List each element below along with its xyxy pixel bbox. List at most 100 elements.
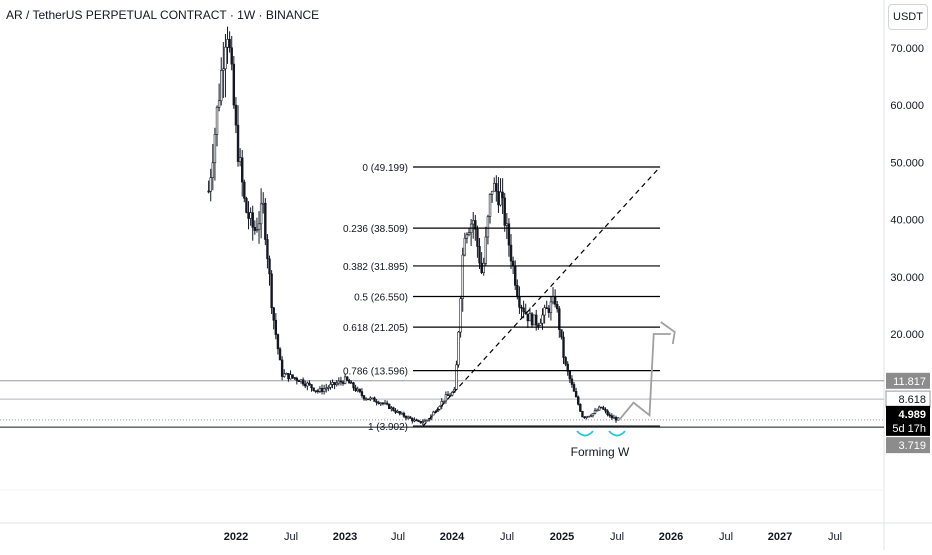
- time-axis-label: 2026: [659, 531, 683, 543]
- fib-level-label: 0.786 (13.596): [343, 367, 408, 378]
- candle-body: [595, 409, 599, 412]
- candle-body: [514, 265, 517, 286]
- candle-body: [566, 363, 569, 372]
- candle-body: [602, 407, 605, 410]
- candle-body: [560, 329, 563, 338]
- candle-body: [484, 236, 488, 264]
- candle-body: [600, 406, 603, 409]
- candle-body: [390, 407, 393, 410]
- candle-body: [213, 134, 217, 164]
- candle-body: [381, 402, 385, 405]
- fib-trend-line[interactable]: [422, 166, 661, 427]
- candle-body: [438, 406, 441, 410]
- candle-body: [497, 191, 500, 206]
- candle-body: [373, 397, 376, 402]
- candle-body: [593, 410, 597, 414]
- candle-body: [490, 190, 494, 195]
- candle-body: [482, 263, 485, 274]
- currency-selector[interactable]: USDT: [888, 4, 928, 30]
- candle-body: [493, 183, 496, 192]
- candle-body: [465, 234, 469, 239]
- candle-body: [234, 104, 238, 126]
- candle-body: [228, 39, 231, 49]
- price-badge-label: 11.817: [893, 376, 926, 388]
- candle-body: [241, 157, 244, 183]
- candle-body: [537, 324, 540, 327]
- candle-body: [509, 244, 513, 262]
- time-axis-label: Jul: [610, 531, 624, 543]
- candle-body: [341, 381, 345, 384]
- candle-body: [283, 373, 286, 377]
- time-axis-label: Jul: [284, 531, 298, 543]
- candle-body: [503, 197, 506, 226]
- candle-body: [501, 191, 504, 199]
- fib-level-label: 0.236 (38.509): [343, 224, 408, 235]
- candle-body: [287, 373, 290, 380]
- time-axis-label: Jul: [500, 531, 514, 543]
- candle-body: [276, 334, 280, 350]
- candle-body: [308, 382, 311, 385]
- candle-body: [215, 106, 219, 135]
- candle-body: [278, 348, 282, 361]
- candle-body: [339, 380, 343, 383]
- price-badge: [886, 372, 930, 389]
- price-badge: [886, 405, 930, 422]
- time-axis-label: 2022: [224, 531, 248, 543]
- candle-body: [291, 374, 294, 378]
- candle-body: [530, 313, 534, 326]
- candle-body: [549, 301, 553, 313]
- projection-path[interactable]: [618, 333, 671, 421]
- candle-body: [398, 411, 401, 414]
- time-axis-label: 2024: [440, 531, 465, 543]
- candle-body: [329, 384, 332, 388]
- price-axis-tick: 60.000: [890, 100, 924, 112]
- candle-body: [379, 402, 383, 405]
- candle-body: [371, 397, 374, 400]
- candle-body: [419, 420, 422, 424]
- candle-body: [585, 415, 588, 418]
- candle-body: [238, 157, 242, 162]
- candle-body: [539, 322, 542, 326]
- fib-level-label: 0 (49.199): [362, 163, 408, 174]
- candle-body: [236, 124, 240, 162]
- candle-body: [589, 415, 593, 418]
- candle-body: [388, 403, 391, 410]
- candle-body: [337, 380, 341, 384]
- chart-title: AR / TetherUS PERPETUAL CONTRACT · 1W · …: [6, 8, 320, 22]
- price-badge-label: 5d 17h: [892, 423, 926, 435]
- candle-body: [306, 382, 309, 387]
- candle-body: [299, 379, 303, 383]
- time-axis-label: Jul: [828, 531, 842, 543]
- candle-body: [364, 398, 368, 401]
- candle-body: [425, 419, 429, 422]
- candle-body: [295, 377, 299, 381]
- price-axis-tick: 50.000: [890, 157, 924, 169]
- candle-body: [587, 415, 590, 418]
- price-axis-tick: 30.000: [890, 272, 924, 284]
- candle-body: [392, 407, 395, 411]
- candle-body: [360, 391, 364, 396]
- candle-body: [297, 380, 301, 383]
- candle-body: [591, 412, 595, 417]
- candle-body: [331, 382, 334, 385]
- candle-body: [280, 359, 284, 377]
- candle-body: [293, 377, 296, 379]
- candle-body: [499, 191, 502, 206]
- projection-arrow-icon: [660, 321, 676, 345]
- candle-body: [377, 402, 380, 404]
- candle-body: [230, 47, 233, 65]
- candle-body: [314, 390, 317, 392]
- candle-body: [532, 314, 536, 326]
- candle-body: [274, 319, 278, 335]
- candle-body: [518, 296, 521, 308]
- price-axis-tick: 70.000: [890, 43, 924, 55]
- price-badge-label: 4.989: [898, 409, 926, 421]
- candle-body: [486, 216, 490, 238]
- candle-body: [488, 194, 492, 217]
- candle-body: [226, 39, 229, 48]
- candle-body: [579, 403, 582, 412]
- time-axis-label: 2025: [550, 531, 574, 543]
- candle-body: [568, 371, 572, 380]
